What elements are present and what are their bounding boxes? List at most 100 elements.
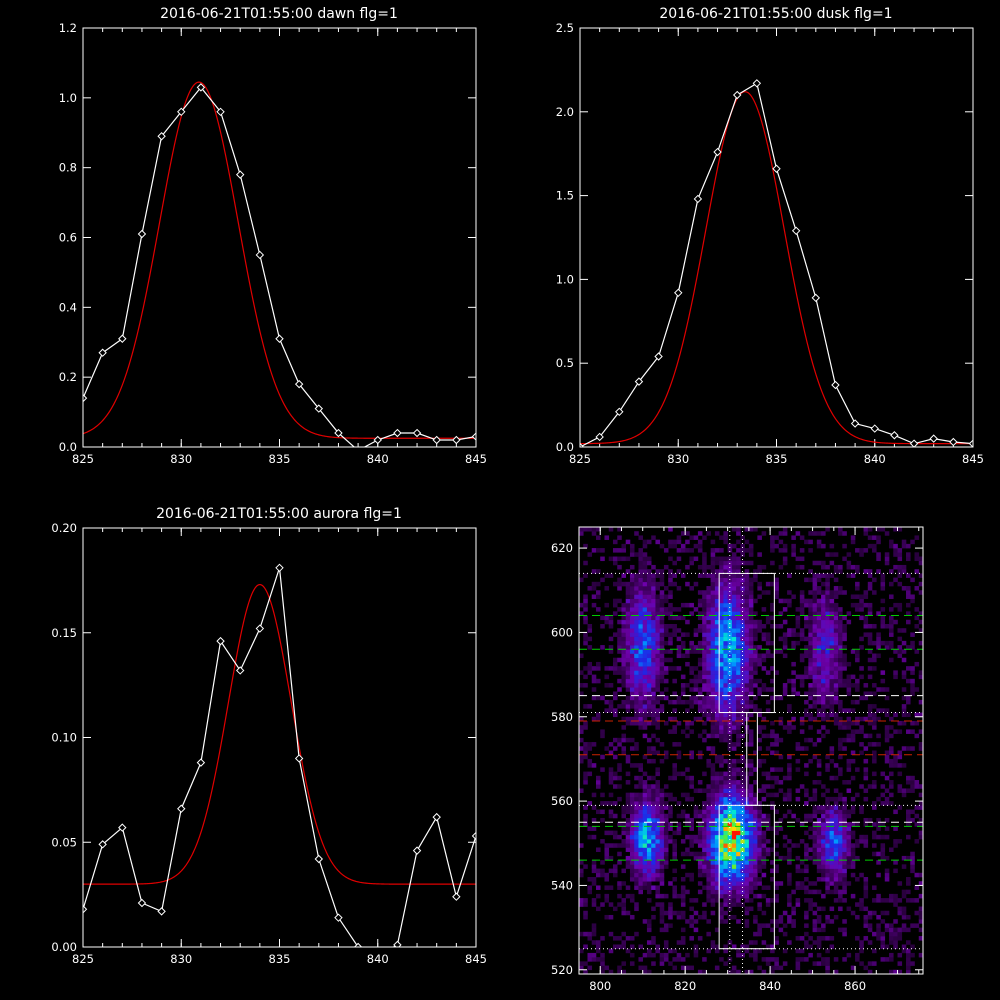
- image-pixel: [897, 564, 903, 570]
- image-pixel: [706, 573, 711, 578]
- image-pixel: [906, 813, 911, 819]
- image-pixel: [625, 666, 631, 671]
- image-pixel: [889, 847, 894, 853]
- image-pixel: [808, 619, 813, 625]
- image-pixel: [702, 902, 707, 907]
- image-pixel: [884, 775, 890, 781]
- image-pixel: [829, 834, 835, 840]
- image-pixel: [889, 569, 894, 574]
- image-pixel: [629, 817, 635, 823]
- image-pixel: [744, 813, 750, 819]
- image-pixel: [855, 855, 860, 861]
- image-pixel: [663, 649, 669, 654]
- image-pixel: [625, 556, 631, 562]
- image-pixel: [625, 590, 631, 595]
- image-pixel: [642, 695, 648, 701]
- image-pixel: [876, 632, 881, 637]
- image-pixel: [821, 590, 826, 595]
- image-pixel: [693, 607, 699, 612]
- image-pixel: [642, 602, 648, 608]
- image-pixel: [731, 594, 737, 599]
- image-pixel: [740, 860, 745, 865]
- image-pixel: [625, 843, 631, 848]
- image-pixel: [744, 817, 750, 823]
- image-pixel: [702, 708, 707, 713]
- image-pixel: [804, 898, 809, 903]
- image-pixel: [842, 628, 847, 633]
- image-pixel: [651, 674, 656, 680]
- image-pixel: [880, 708, 886, 713]
- image-pixel: [621, 843, 627, 848]
- image-pixel: [583, 543, 588, 549]
- image-pixel: [731, 902, 737, 907]
- image-pixel: [668, 826, 673, 831]
- image-pixel: [659, 543, 665, 549]
- dawn-xtick-label: 845: [465, 452, 487, 466]
- dusk-xtick-label: 845: [962, 452, 984, 466]
- image-pixel: [774, 775, 779, 781]
- image-pixel: [672, 830, 677, 836]
- image-pixel: [782, 632, 788, 637]
- image-pixel: [816, 826, 822, 831]
- image-pixel: [642, 796, 648, 802]
- image-pixel: [714, 843, 720, 848]
- image-pixel: [829, 860, 835, 865]
- image-pixel: [697, 834, 703, 840]
- image-pixel: [591, 586, 597, 591]
- image-pixel: [816, 864, 822, 869]
- image-pixel: [689, 699, 694, 705]
- image-pixel: [710, 864, 716, 869]
- image-pixel: [855, 952, 860, 958]
- dawn-point: [314, 404, 324, 413]
- image-pixel: [689, 750, 694, 756]
- image-pixel: [672, 839, 677, 844]
- image-pixel: [642, 699, 648, 705]
- image-pixel: [770, 720, 775, 726]
- image-pixel: [680, 792, 686, 798]
- image-pixel: [591, 742, 597, 747]
- image-pixel: [736, 548, 741, 553]
- image-pixel: [668, 792, 673, 798]
- image-pixel: [765, 792, 771, 798]
- image-pixel: [731, 552, 737, 557]
- image-pixel: [702, 851, 707, 857]
- image-pixel: [642, 834, 648, 840]
- image-pixel: [884, 788, 890, 793]
- image-pixel: [659, 594, 665, 599]
- image-pixel: [748, 594, 754, 599]
- dawn-ytick-label: 0.8: [59, 161, 77, 175]
- image-pixel: [608, 914, 614, 920]
- image-pixel: [617, 657, 622, 663]
- image-pixel: [710, 898, 716, 903]
- image-pixel: [744, 602, 750, 608]
- image-pixel: [897, 927, 903, 933]
- image-pixel: [731, 969, 737, 974]
- image-pixel: [617, 893, 622, 899]
- image-pixel: [774, 868, 779, 874]
- image-pixel: [710, 632, 716, 637]
- image-pixel: [846, 780, 852, 785]
- image-pixel: [629, 763, 635, 768]
- dawn-point: [118, 334, 127, 343]
- image-pixel: [872, 712, 877, 718]
- image-pixel: [714, 784, 720, 789]
- image-pixel: [706, 817, 711, 823]
- image-pixel: [697, 889, 703, 895]
- image-pixel: [714, 775, 720, 781]
- image-pixel: [855, 581, 860, 587]
- image-pixel: [897, 754, 903, 760]
- image-pixel: [714, 678, 720, 684]
- image-pixel: [808, 881, 813, 886]
- image-pixel: [642, 784, 648, 789]
- image-pixel: [816, 602, 822, 608]
- image-pixel: [884, 733, 890, 739]
- image-pixel: [884, 817, 890, 823]
- image-pixel: [702, 619, 707, 625]
- image-pixel: [748, 666, 754, 671]
- image-pixel: [825, 577, 830, 583]
- image-pixel: [638, 552, 644, 557]
- image-pixel: [748, 645, 754, 650]
- image-pixel: [604, 708, 610, 713]
- image-pixel: [676, 940, 682, 945]
- image-pixel: [829, 704, 835, 709]
